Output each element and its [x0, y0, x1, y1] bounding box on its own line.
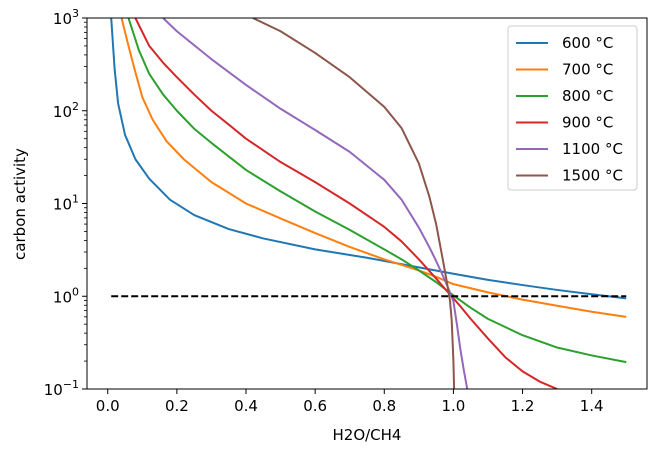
y-tick-label: 103 [53, 7, 79, 28]
y-tick-label: 10−1 [44, 378, 79, 399]
x-tick-label: 0.2 [165, 397, 189, 415]
series-line-1100-C [162, 18, 469, 389]
x-tick-label: 1.2 [511, 397, 535, 415]
x-axis-label: H2O/CH4 [333, 426, 402, 444]
x-tick-label: 0.8 [372, 397, 396, 415]
x-tick-label: 1.4 [580, 397, 604, 415]
series-layer [110, 18, 627, 389]
x-tick-label: 0.4 [234, 397, 258, 415]
legend: 600 °C 700 °C 800 °C 900 °C 1100 °C 1500 °C [507, 25, 638, 191]
legend-label: 600 °C [562, 34, 613, 52]
legend-label: 900 °C [562, 114, 613, 132]
legend-label: 800 °C [562, 87, 613, 105]
y-axis-label: carbon activity [11, 148, 29, 260]
series-line-700-C [120, 18, 627, 318]
y-tick-label: 100 [53, 285, 79, 306]
series-line-600-C [110, 18, 627, 300]
x-tick-label: 1.0 [441, 397, 465, 415]
x-tick-label: 0.6 [303, 397, 327, 415]
legend-label: 1100 °C [562, 140, 623, 158]
y-axis: 10−1 100 101 102 103 [44, 7, 87, 399]
y-tick-label: 102 [53, 100, 79, 121]
x-tick-label: 0.0 [96, 397, 120, 415]
series-line-900-C [134, 18, 558, 389]
series-line-1500-C [252, 18, 456, 389]
x-axis: 0.0 0.2 0.4 0.6 0.8 1.0 1.2 1.4 [96, 389, 604, 415]
legend-label: 1500 °C [562, 167, 623, 185]
series-line-800-C [127, 18, 627, 364]
y-tick-label: 101 [53, 193, 79, 214]
legend-label: 700 °C [562, 61, 613, 79]
